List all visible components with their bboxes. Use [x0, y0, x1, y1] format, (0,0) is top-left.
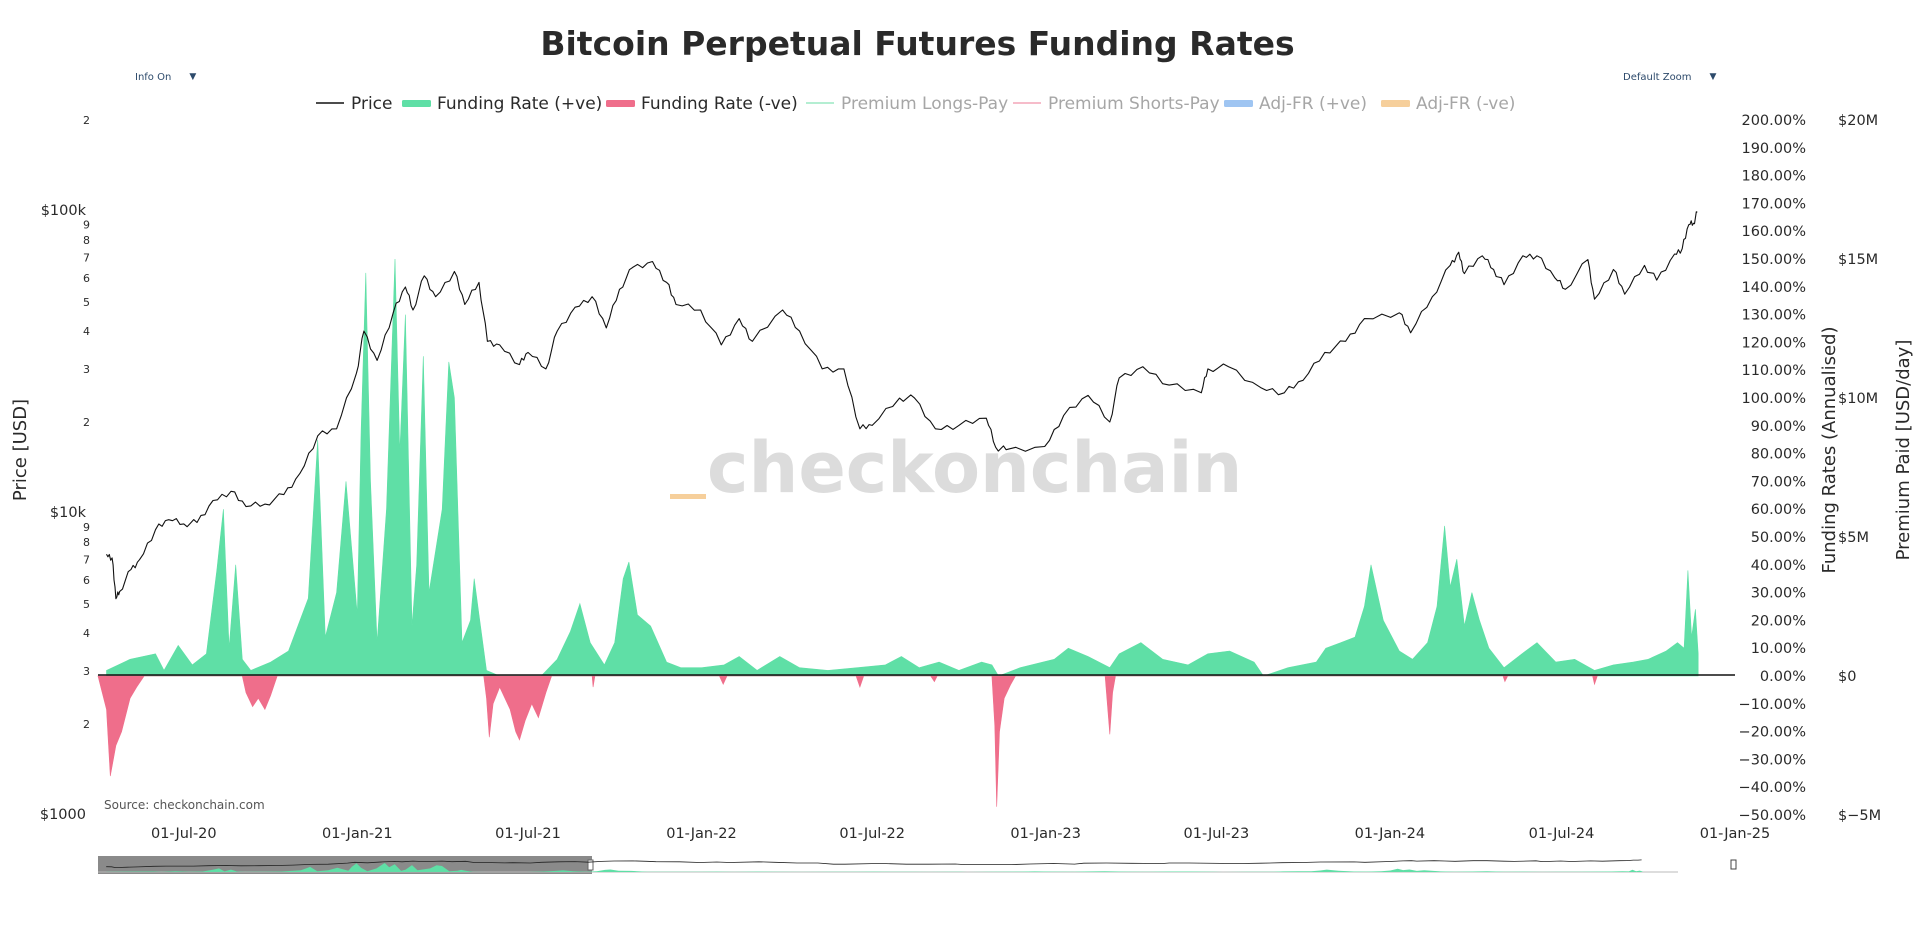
funding-axis: −50.00% −40.00% −30.00% −20.00% −10.00% 0.00%…	[1739, 113, 1806, 824]
legend-label: Premium Shorts-Pay	[1048, 94, 1220, 114]
price-tick: 5	[83, 598, 90, 611]
legend-label: Funding Rate (-ve)	[641, 94, 798, 114]
funding-tick: −20.00%	[1739, 725, 1806, 741]
funding-tick: 80.00%	[1751, 447, 1806, 463]
price-tick: 2	[83, 718, 90, 731]
premium-tick: $20M	[1838, 113, 1878, 129]
funding-tick: −40.00%	[1739, 780, 1806, 796]
x-axis: 01-Jul-20 01-Jan-21 01-Jul-21 01-Jan-22 01-J…	[151, 826, 1770, 842]
premium-axis-title: Premium Paid [USD/day]	[1893, 340, 1914, 561]
funding-tick: 30.00%	[1751, 586, 1806, 602]
chart-svg: Price Funding Rate (+ve) Funding Rate (-ve…	[0, 0, 1920, 925]
x-tick: 01-Jan-22	[666, 826, 737, 842]
legend-label: Adj-FR (+ve)	[1259, 94, 1367, 114]
price-tick: 3	[83, 363, 90, 376]
x-tick: 01-Jan-21	[322, 826, 393, 842]
price-tick: 4	[83, 627, 90, 640]
funding-rate-negative-area	[98, 676, 1597, 807]
legend-item-1[interactable]: Funding Rate (+ve)	[402, 94, 602, 114]
legend-item-4[interactable]: Premium Shorts-Pay	[1013, 94, 1220, 114]
x-tick: 01-Jan-24	[1355, 826, 1426, 842]
price-tick: 5	[83, 296, 90, 309]
price-tick: $10k	[50, 505, 87, 521]
funding-tick: 0.00%	[1760, 669, 1806, 685]
funding-tick: 50.00%	[1751, 530, 1806, 546]
funding-tick: 150.00%	[1741, 252, 1806, 268]
funding-tick: 180.00%	[1741, 169, 1806, 185]
price-tick: 8	[83, 536, 90, 549]
funding-tick: −10.00%	[1739, 697, 1806, 713]
funding-tick: 70.00%	[1751, 474, 1806, 490]
funding-tick: 130.00%	[1741, 308, 1806, 324]
x-tick: 01-Jul-23	[1184, 826, 1250, 842]
price-tick: 4	[83, 325, 90, 338]
x-tick: 01-Jul-21	[495, 826, 561, 842]
funding-tick: 90.00%	[1751, 419, 1806, 435]
legend: Price Funding Rate (+ve) Funding Rate (-ve…	[316, 94, 1515, 114]
source-note: Source: checkonchain.com	[104, 798, 265, 812]
price-tick: 7	[83, 252, 90, 265]
premium-tick: $5M	[1838, 530, 1869, 546]
premium-axis: $−5M $0 $5M $10M $15M $20M	[1838, 113, 1881, 824]
funding-tick: 10.00%	[1751, 641, 1806, 657]
legend-label: Adj-FR (-ve)	[1416, 94, 1515, 114]
legend-label: Premium Longs-Pay	[841, 94, 1008, 114]
x-tick: 01-Jan-25	[1700, 826, 1771, 842]
premium-tick: $10M	[1838, 391, 1878, 407]
premium-tick: $15M	[1838, 252, 1878, 268]
funding-tick: −50.00%	[1739, 808, 1806, 824]
funding-tick: 200.00%	[1741, 113, 1806, 129]
funding-rate-negative-area	[98, 676, 1597, 807]
price-tick: 9	[83, 219, 90, 232]
funding-tick: 100.00%	[1741, 391, 1806, 407]
watermark-accent	[670, 494, 706, 499]
funding-tick: 160.00%	[1741, 224, 1806, 240]
navigator-handle[interactable]	[588, 860, 593, 870]
legend-item-5[interactable]: Adj-FR (+ve)	[1224, 94, 1367, 114]
price-tick: 6	[83, 574, 90, 587]
price-tick: 9	[83, 521, 90, 534]
price-tick: $1000	[40, 807, 86, 823]
funding-tick: −30.00%	[1739, 752, 1806, 768]
funding-tick: 60.00%	[1751, 502, 1806, 518]
funding-tick: 140.00%	[1741, 280, 1806, 296]
legend-item-0[interactable]: Price	[316, 94, 392, 114]
legend-label: Price	[351, 94, 392, 114]
x-tick: 01-Jul-22	[839, 826, 905, 842]
premium-tick: $−5M	[1838, 808, 1881, 824]
price-tick: 6	[83, 272, 90, 285]
price-tick: 7	[83, 554, 90, 567]
legend-label: Funding Rate (+ve)	[437, 94, 602, 114]
x-tick: 01-Jan-23	[1010, 826, 1081, 842]
range-navigator[interactable]	[98, 856, 1736, 874]
funding-tick: 190.00%	[1741, 141, 1806, 157]
funding-tick: 20.00%	[1751, 613, 1806, 629]
price-tick: 2	[83, 416, 90, 429]
legend-item-2[interactable]: Funding Rate (-ve)	[606, 94, 798, 114]
funding-tick: 170.00%	[1741, 196, 1806, 212]
x-tick: 01-Jul-20	[151, 826, 217, 842]
x-tick: 01-Jul-24	[1529, 826, 1595, 842]
funding-tick: 110.00%	[1741, 363, 1806, 379]
price-axis-title: Price [USD]	[10, 399, 31, 501]
price-tick: $100k	[41, 203, 87, 219]
price-tick: 8	[83, 234, 90, 247]
legend-item-3[interactable]: Premium Longs-Pay	[806, 94, 1008, 114]
price-tick: 3	[83, 665, 90, 678]
funding-axis-title: Funding Rates (Annualised)	[1819, 326, 1840, 573]
navigator-scroll-handle[interactable]	[1731, 860, 1736, 869]
price-tick: 2	[83, 114, 90, 127]
watermark: checkonchain	[707, 427, 1242, 509]
funding-tick: 40.00%	[1751, 558, 1806, 574]
legend-item-6[interactable]: Adj-FR (-ve)	[1381, 94, 1515, 114]
funding-tick: 120.00%	[1741, 335, 1806, 351]
premium-tick: $0	[1838, 669, 1856, 685]
